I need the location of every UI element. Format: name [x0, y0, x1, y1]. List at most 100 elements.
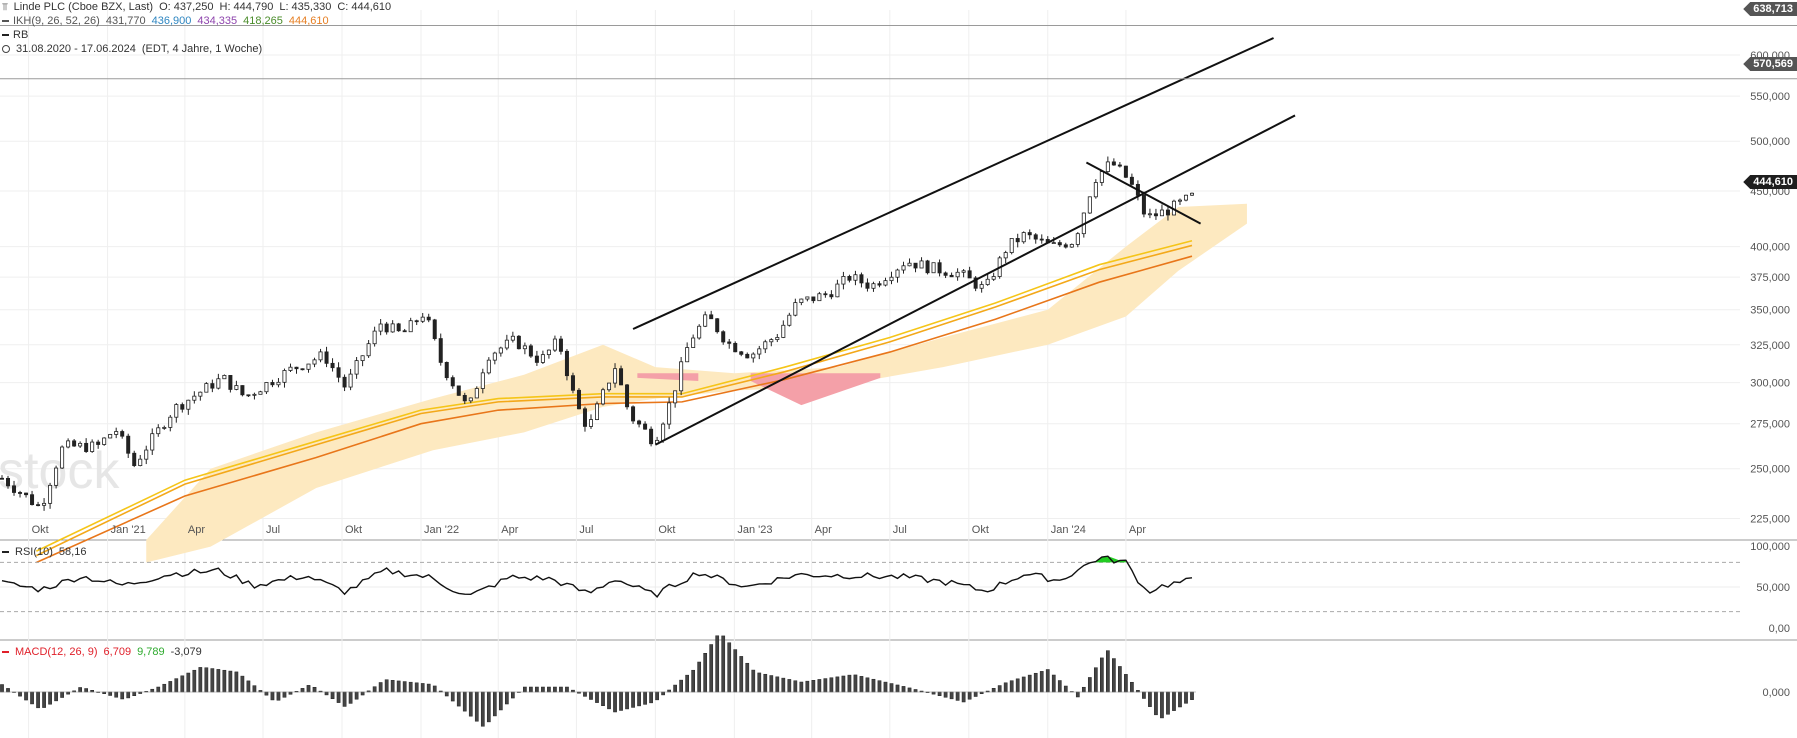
macd-bar: [991, 688, 996, 693]
ikh-legend-icon: [2, 20, 9, 23]
macd-bar: [222, 669, 227, 693]
ikh-label: IKH(9, 26, 52, 26): [13, 15, 100, 27]
candle-body: [913, 262, 918, 269]
last-price-badge: 444,610: [1743, 175, 1797, 189]
macd-bar: [607, 691, 611, 710]
macd-bar: [817, 679, 822, 693]
macd-bar: [480, 691, 485, 727]
candle-body: [709, 314, 714, 320]
candle-body: [1123, 165, 1128, 178]
candle-body: [498, 347, 503, 354]
rsi-legend[interactable]: RSI(10) 58,16: [2, 546, 92, 558]
candle-body: [120, 431, 125, 437]
macd-bar: [66, 691, 70, 695]
macd-bar: [150, 688, 155, 693]
candle-body: [300, 368, 305, 371]
macd-bar: [474, 691, 479, 722]
ohlc-low: L: 435,330: [279, 1, 332, 13]
candle-body: [883, 280, 888, 286]
candle-body: [360, 355, 365, 362]
macd-bar: [132, 691, 137, 696]
macd-bar: [180, 675, 185, 693]
candle-body: [558, 338, 563, 352]
macd-bar: [871, 678, 876, 693]
macd-bar: [402, 681, 407, 693]
macd-bar: [240, 675, 245, 693]
candle-body: [985, 278, 990, 285]
cloud-bullish: [146, 203, 1247, 563]
macd-bar: [1148, 691, 1152, 707]
macd-bar: [1178, 691, 1182, 708]
candle-body: [234, 385, 239, 390]
candle-body: [1063, 244, 1068, 248]
macd-bar: [553, 686, 557, 693]
macd-bar: [697, 661, 702, 693]
macd-bar: [120, 691, 125, 700]
header-line-rb[interactable]: RB: [2, 28, 34, 42]
macd-bar: [841, 675, 846, 693]
candle-body: [564, 350, 569, 377]
macd-label: MACD(12, 26, 9): [15, 646, 98, 658]
candle-body: [492, 352, 497, 361]
candle-body: [474, 388, 479, 399]
candle-body: [955, 271, 960, 278]
candle-body: [378, 323, 383, 332]
candle-body: [522, 345, 527, 350]
candle-body: [330, 362, 335, 369]
macd-bar: [1190, 691, 1194, 700]
macd-bar: [745, 662, 750, 693]
macd-bar: [793, 680, 798, 693]
candle-body: [1039, 238, 1044, 241]
candle-body: [727, 341, 732, 344]
candle-body: [769, 339, 774, 343]
candle-body: [318, 351, 323, 361]
macd-bar: [649, 691, 653, 704]
candle-body: [1009, 238, 1014, 253]
candle-body: [372, 330, 377, 345]
candle-body: [126, 435, 131, 454]
y-tick-label: 325,000: [1750, 340, 1790, 352]
macd-bar: [30, 691, 34, 705]
candle-body: [0, 477, 4, 480]
macd-legend-icon: [2, 651, 9, 654]
macd-bar: [637, 691, 641, 707]
macd-bar: [186, 672, 191, 693]
macd-bar: [126, 691, 131, 699]
candle-body: [30, 494, 35, 506]
candle-body: [1051, 242, 1056, 245]
header-line-ikh[interactable]: IKH(9, 26, 52, 26) 431,770 436,900 434,335 4…: [2, 14, 335, 28]
candle-body: [570, 375, 575, 391]
candle-body: [552, 338, 557, 351]
chart-type-icon[interactable]: ⫪: [2, 2, 8, 13]
macd-bar: [1063, 685, 1068, 693]
candle-body: [961, 270, 966, 273]
macd-bar: [204, 667, 209, 693]
candle-body: [751, 353, 756, 359]
macd-bar: [1154, 691, 1158, 716]
candle-body: [240, 385, 245, 396]
macd-bar: [306, 685, 311, 693]
candle-body: [312, 359, 317, 365]
macd-legend[interactable]: MACD(12, 26, 9) 6,709 9,789 -3,079: [2, 646, 208, 658]
macd-bar: [0, 684, 4, 693]
macd-bar: [895, 684, 900, 693]
macd-bar: [312, 686, 317, 693]
candle-body: [859, 274, 864, 284]
macd-bar: [709, 644, 714, 693]
candle-body: [697, 325, 702, 339]
candle-body: [787, 314, 792, 326]
header-line-range[interactable]: 31.08.2020 - 17.06.2024 (EDT, 4 Jahre, 1 …: [2, 42, 268, 56]
candle-body: [480, 372, 485, 389]
macd-bar: [504, 691, 509, 705]
macd-bar: [378, 682, 383, 693]
x-tick-label: Okt: [32, 524, 49, 536]
candle-body: [216, 378, 221, 389]
candle-body: [871, 283, 876, 289]
candle-body: [643, 423, 648, 430]
ma-line: [35, 239, 1193, 552]
candle-body: [246, 394, 251, 397]
candle-body: [823, 293, 828, 296]
macd-bar: [931, 691, 936, 695]
macd-bar: [468, 691, 473, 717]
